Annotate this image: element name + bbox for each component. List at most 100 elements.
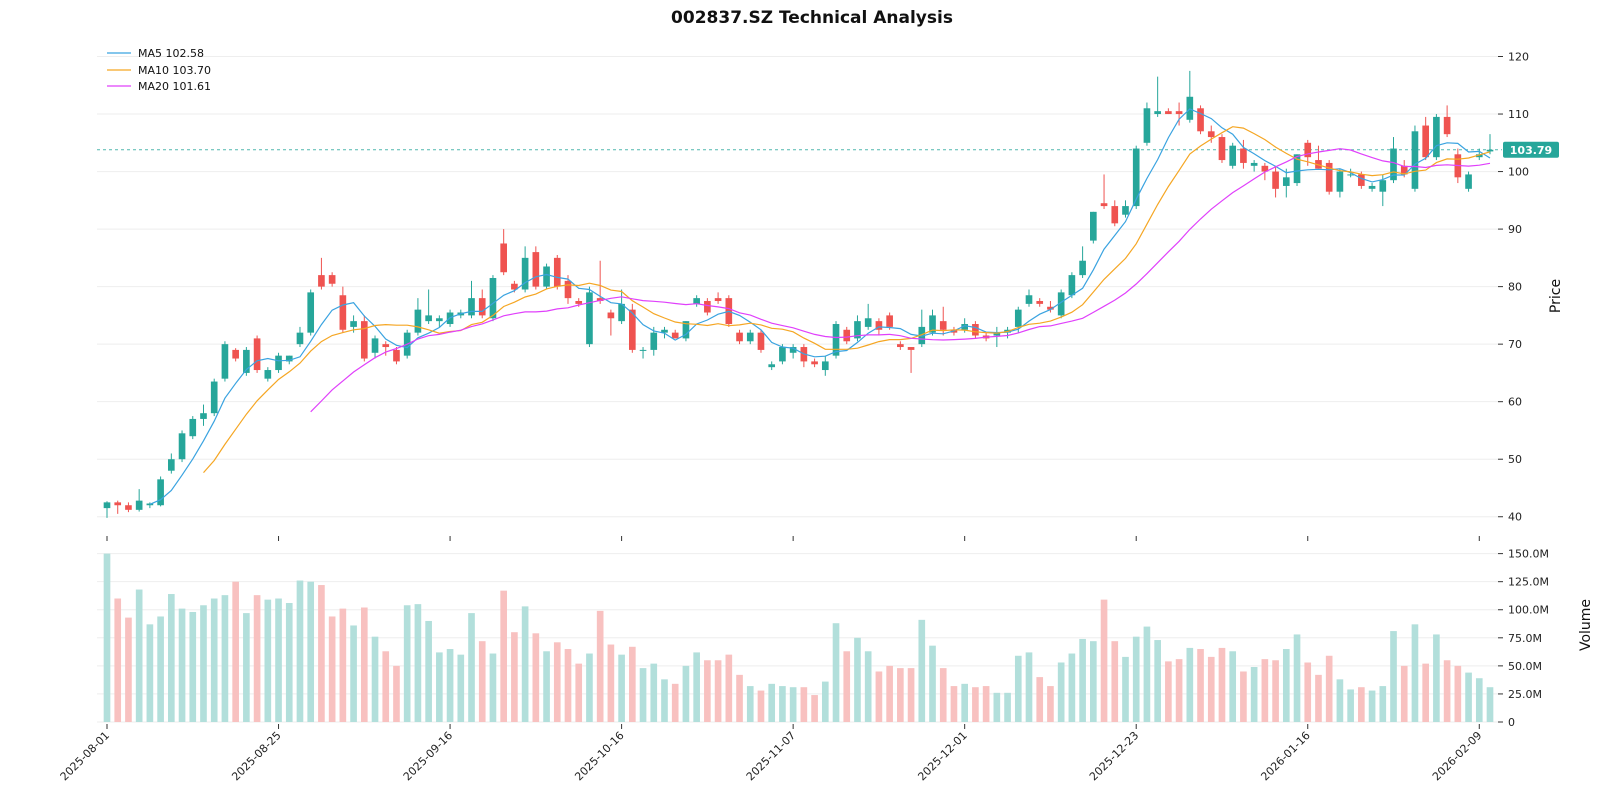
volume-bar bbox=[307, 581, 315, 722]
candle-body bbox=[382, 344, 390, 348]
candle-body bbox=[596, 298, 604, 302]
volume-bar bbox=[1282, 649, 1290, 722]
x-tick-label: 2025-08-01 bbox=[58, 729, 112, 783]
volume-panel: 0 25.0M 50.0M 75.0M 100.0M 125.0M 150.0M bbox=[97, 548, 1549, 729]
candle-body bbox=[1411, 131, 1419, 189]
candle-body bbox=[1175, 111, 1183, 115]
chart-title: 002837.SZ Technical Analysis bbox=[671, 8, 953, 28]
volume-bar bbox=[993, 692, 1001, 722]
volume-bar bbox=[950, 686, 958, 722]
volume-tick-label: 25.0M bbox=[1508, 688, 1542, 701]
volume-bar bbox=[725, 654, 733, 722]
candle-body bbox=[103, 502, 111, 509]
volume-bar bbox=[1025, 652, 1033, 722]
candle-body bbox=[1325, 162, 1333, 192]
candle-body bbox=[1368, 185, 1376, 189]
candle-body bbox=[1132, 148, 1140, 207]
candle-body bbox=[468, 298, 475, 316]
volume-bar bbox=[1186, 647, 1194, 722]
volume-bar bbox=[253, 595, 261, 722]
candle-body bbox=[1143, 108, 1151, 143]
candle-body bbox=[168, 459, 175, 471]
candle-body bbox=[296, 332, 304, 345]
volume-bar bbox=[1175, 659, 1183, 722]
volume-bar bbox=[1057, 662, 1065, 722]
candle-body bbox=[682, 321, 690, 339]
candle-body bbox=[1475, 154, 1483, 158]
volume-bar bbox=[746, 686, 754, 722]
volume-bar bbox=[800, 687, 808, 722]
volume-tick-label: 125.0M bbox=[1508, 576, 1549, 589]
candle-body bbox=[821, 361, 829, 371]
candle-body bbox=[789, 347, 797, 353]
candle-body bbox=[414, 309, 422, 333]
volume-bar bbox=[864, 651, 872, 722]
volume-bar bbox=[1325, 655, 1333, 722]
price-tick-label: 120 bbox=[1508, 51, 1529, 64]
volume-bar bbox=[125, 617, 132, 722]
candle-body bbox=[897, 344, 904, 348]
volume-bar bbox=[478, 641, 486, 722]
volume-bar bbox=[929, 645, 936, 722]
candle-body bbox=[607, 312, 615, 319]
volume-bar bbox=[757, 690, 765, 722]
candle-body bbox=[146, 503, 154, 506]
candle-body bbox=[1358, 174, 1365, 186]
volume-bar bbox=[371, 636, 379, 722]
candle-body bbox=[318, 275, 325, 287]
candle-body bbox=[1261, 165, 1269, 172]
volume-bar bbox=[521, 606, 529, 722]
candle-body bbox=[972, 324, 979, 336]
price-tick-label: 40 bbox=[1508, 511, 1522, 524]
volume-bar bbox=[446, 649, 454, 722]
volume-bar bbox=[1079, 638, 1086, 722]
volume-tick-label: 50.0M bbox=[1508, 660, 1542, 673]
candle-body bbox=[661, 329, 668, 333]
volume-bar bbox=[1036, 677, 1044, 722]
volume-bar bbox=[1486, 687, 1494, 722]
volume-bar bbox=[1465, 672, 1472, 722]
volume-bar bbox=[243, 613, 250, 722]
candle-body bbox=[350, 321, 357, 327]
volume-bar bbox=[1336, 679, 1344, 722]
candle-body bbox=[511, 283, 518, 290]
volume-bar bbox=[221, 595, 229, 722]
candle-body bbox=[1250, 162, 1258, 166]
candle-body bbox=[393, 349, 400, 362]
volume-tick-label: 150.0M bbox=[1508, 548, 1549, 561]
candle-body bbox=[1465, 174, 1472, 189]
volume-bar bbox=[1100, 599, 1108, 722]
volume-bar bbox=[296, 580, 304, 722]
candle-body bbox=[1443, 116, 1451, 135]
last-price-value: 103.79 bbox=[1510, 144, 1552, 157]
volume-bar bbox=[682, 665, 690, 722]
candle-body bbox=[1079, 260, 1086, 276]
volume-bar bbox=[393, 665, 400, 722]
candle-body bbox=[575, 301, 583, 304]
candle-body bbox=[532, 252, 540, 287]
volume-bar bbox=[500, 590, 507, 722]
volume-bar bbox=[779, 686, 786, 722]
volume-bar bbox=[511, 632, 518, 722]
legend-ma20-label: MA20 101.61 bbox=[138, 80, 211, 93]
candle-body bbox=[993, 332, 1001, 336]
x-tick-label: 2025-12-23 bbox=[1087, 729, 1141, 783]
x-tick-label: 2025-09-16 bbox=[401, 729, 455, 783]
candle-body bbox=[360, 321, 368, 359]
volume-bar bbox=[146, 624, 154, 722]
candle-body bbox=[564, 280, 572, 299]
candle-body bbox=[1400, 165, 1408, 175]
volume-bar bbox=[671, 683, 679, 722]
volume-bar bbox=[564, 649, 572, 722]
volume-bar bbox=[285, 603, 293, 722]
candle-body bbox=[232, 349, 239, 359]
candle-body bbox=[939, 321, 947, 330]
volume-bar bbox=[1122, 656, 1129, 722]
candle-body bbox=[114, 502, 122, 506]
volume-bar bbox=[661, 679, 668, 722]
volume-bar bbox=[414, 604, 422, 722]
volume-bar bbox=[1207, 656, 1215, 722]
candle-body bbox=[714, 298, 722, 302]
volume-bar bbox=[982, 686, 990, 722]
candle-body bbox=[285, 355, 293, 362]
